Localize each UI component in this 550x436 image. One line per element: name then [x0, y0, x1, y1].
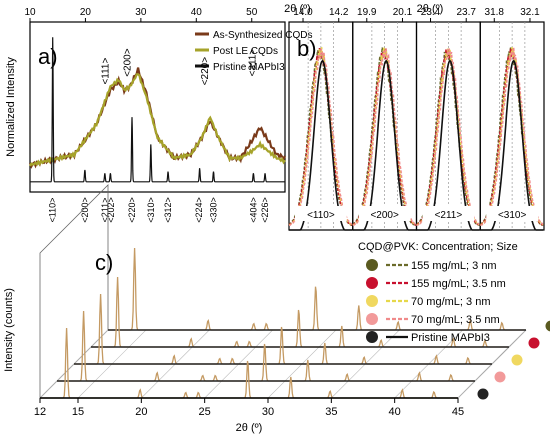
x-tick-label: 10 [24, 7, 36, 18]
x-tick-label: 30 [262, 406, 274, 418]
peak-label-bottom: <110> [48, 198, 58, 223]
subpanel-series-line [288, 47, 352, 226]
x-tick-label: 15 [72, 406, 84, 418]
subpanel-series-line [480, 47, 544, 226]
legend-marker-0 [366, 259, 378, 271]
subpanel-series-line [289, 47, 353, 226]
x-tick-label: 40 [389, 406, 401, 418]
subpanel-label-bg [358, 206, 411, 221]
peak-label-bottom: <200> [80, 197, 90, 223]
subpanel-series-line [352, 59, 417, 231]
x-axis-title: 2θ (º) [417, 3, 444, 15]
series-line-0 [28, 67, 286, 169]
panel-label: a) [38, 44, 58, 69]
subpanel-series-line [480, 47, 544, 226]
plot-frame-a [29, 21, 286, 193]
stack-trace [40, 327, 458, 399]
x-tick-label: 20 [135, 406, 147, 418]
panel-a: 2θ (º) 10 20 30 40 50 Normalized Intensity a) As… [5, 3, 312, 223]
x-tick-label: 12 [34, 406, 46, 418]
legend-entry-0: As-Synthesized CQDs [213, 30, 312, 41]
subpanel-label: <110> [307, 210, 335, 221]
subpanel-series-line [288, 48, 352, 226]
legend-marker-1 [366, 277, 378, 289]
legend-marker-3 [366, 313, 378, 325]
x-tick-label: 23.7 [456, 7, 476, 18]
subpanel-label-bg [295, 206, 347, 221]
x-axis-title: 2θ (º) [284, 3, 311, 15]
legend-marker-4 [366, 331, 378, 343]
subpanel-label-bg [486, 206, 538, 221]
subpanel-series-line [479, 46, 544, 226]
subpanel-series-line [416, 47, 480, 226]
row-marker [477, 388, 489, 400]
y-axis-title: Intensity (counts) [3, 288, 15, 372]
panel-c: 12 15 20 25 30 35 40 45 2θ (º) Intensity (counts)… [3, 184, 550, 434]
x-tick-label: 32.1 [520, 7, 540, 18]
peak-label-bottom: <224> [194, 197, 204, 223]
panel-label: b) [297, 36, 317, 61]
peak-label-top: <200> [123, 48, 134, 77]
peak-label-top: <311> [247, 49, 258, 77]
peak-label-bottom: <330> [208, 197, 218, 223]
peak-label-top: <220> [200, 57, 211, 86]
subpanel-series-line [289, 59, 352, 231]
x-tick-label: 30 [135, 7, 147, 18]
peak-label-bottom: <220> [127, 197, 137, 223]
row-marker [545, 320, 550, 332]
x-tick-label: 35 [325, 406, 337, 418]
peak-label-bottom: <312> [163, 197, 173, 223]
legend-entry-1: 155 mg/mL; 3.5 nm [411, 278, 506, 290]
x-tick-label: 14.2 [329, 7, 349, 18]
y-axis-title: Normalized Intensity [5, 57, 17, 157]
legend-entry-4: Pristine MAPbI3 [411, 332, 490, 344]
peak-label-bottom: <404> [248, 197, 258, 223]
series-line-1 [29, 73, 286, 167]
legend-entry-2: 70 mg/mL; 3 nm [411, 296, 490, 308]
x-tick-label: 23.4 [421, 7, 441, 18]
subpanel-label-bg [422, 206, 475, 221]
x-axis-title: 2θ (º) [236, 422, 263, 434]
subpanel-series-line [480, 59, 544, 231]
legend-entry-3: 70 mg/mL; 3.5 nm [411, 314, 500, 326]
x-tick-label: 31.8 [485, 7, 505, 18]
row-marker [511, 354, 523, 366]
row-marker [528, 337, 540, 349]
legend-entry-1: Post LE CQDs [213, 46, 278, 57]
x-tick-label: 14.0 [293, 7, 313, 18]
panel-label: c) [95, 250, 113, 275]
peak-label-bottom: <211> [100, 198, 110, 223]
x-tick-label: 45 [452, 406, 464, 418]
legend-entry-2: Pristine MAPbI3 [213, 62, 285, 73]
subpanel-label: <200> [370, 210, 399, 221]
x-tick-label: 40 [191, 7, 203, 18]
subpanel-series-line [288, 47, 353, 226]
row-marker [494, 371, 506, 383]
panel-b: 2θ (º) 14.0 14.2 <110> 19.9 20.1 <200> 23.4 23.7… [288, 3, 545, 231]
legend-marker-2 [366, 295, 378, 307]
subpanel-series-line [480, 47, 544, 227]
x-tick-label: 20 [80, 7, 92, 18]
series-line-pristine [30, 37, 285, 183]
x-tick-label: 25 [199, 406, 211, 418]
x-tick-label: 20.1 [393, 7, 413, 18]
peak-label-bottom: <226> [260, 197, 270, 223]
peak-label-bottom: <310> [146, 197, 156, 223]
subpanel-label: <211> [435, 210, 463, 221]
x-tick-label: 19.9 [357, 7, 377, 18]
subpanel-series-line [416, 59, 480, 231]
peak-label-top: <111> [100, 58, 111, 85]
legend-title: CQD@PVK: Concentration; Size [358, 241, 518, 253]
peak-label-bottom: <202> [106, 197, 116, 223]
subpanel-label: <310> [498, 210, 527, 221]
x-tick-label: 50 [246, 7, 258, 18]
subpanel-series-line [416, 48, 480, 227]
subpanel-series-line [416, 48, 480, 227]
subpanel-series-line [352, 48, 417, 226]
legend-entry-0: 155 mg/mL; 3 nm [411, 260, 497, 272]
subpanel-series-line [416, 49, 480, 226]
